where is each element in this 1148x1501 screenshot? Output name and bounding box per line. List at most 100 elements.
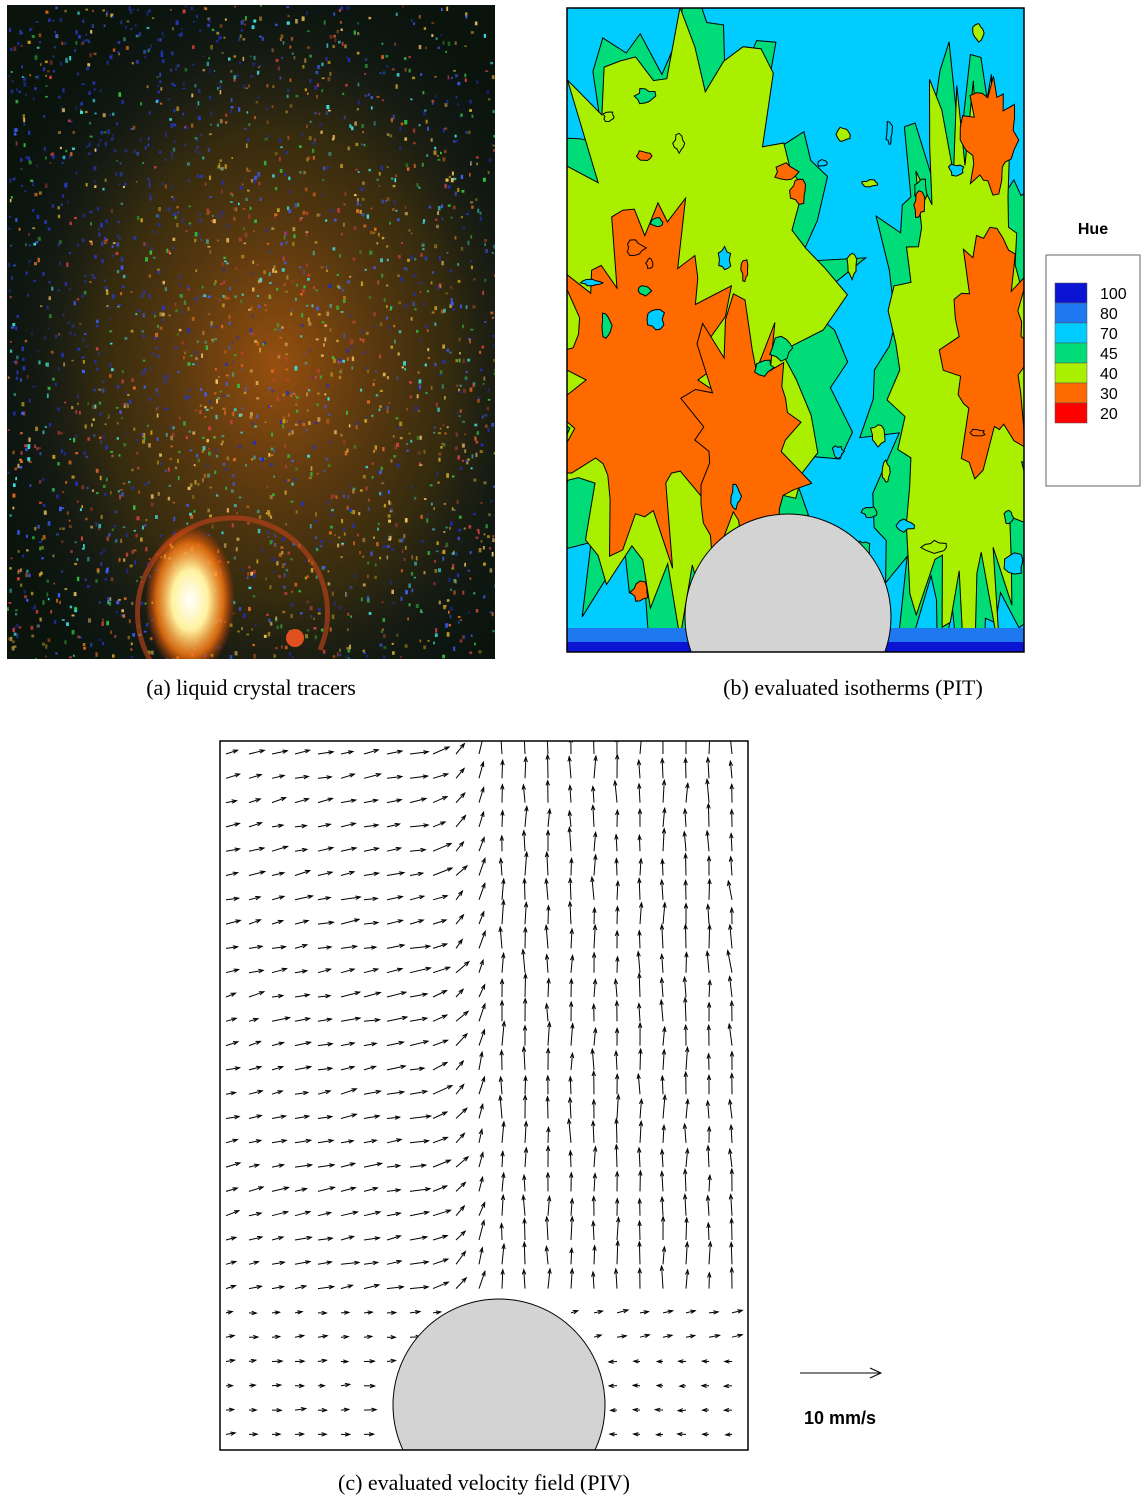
tracer <box>482 346 485 349</box>
tracer <box>250 207 252 210</box>
tracer <box>29 244 32 246</box>
tracer <box>360 210 362 214</box>
tracer <box>254 56 256 60</box>
spot <box>286 629 304 647</box>
tracer <box>351 346 353 348</box>
tracer <box>234 55 237 57</box>
tracer <box>16 634 18 638</box>
tracer <box>346 6 349 10</box>
vector-shaft <box>456 769 464 779</box>
tracer <box>292 53 294 55</box>
tracer <box>270 405 272 407</box>
tracer <box>28 574 31 577</box>
tracer <box>346 57 348 59</box>
tracer <box>271 454 273 456</box>
tracer <box>99 639 102 641</box>
tracer <box>367 575 369 578</box>
tracer <box>17 530 20 535</box>
tracer <box>476 81 479 84</box>
tracer <box>373 383 375 386</box>
tracer <box>27 444 30 447</box>
tracer <box>149 194 151 196</box>
tracer <box>155 515 158 519</box>
tracer <box>459 415 461 417</box>
vector-shaft <box>547 730 548 754</box>
tracer <box>178 371 180 373</box>
tracer <box>105 286 108 289</box>
tracer <box>336 306 339 310</box>
tracer <box>352 357 354 361</box>
tracer <box>159 283 161 286</box>
tracer <box>190 483 192 487</box>
tracer <box>368 94 370 96</box>
tracer <box>90 211 93 213</box>
tracer <box>416 604 419 608</box>
tracer <box>349 645 351 649</box>
tracer <box>495 413 498 415</box>
tracer <box>307 388 310 390</box>
tracer <box>118 237 121 239</box>
vector-shaft <box>272 798 286 803</box>
tracer <box>341 519 343 523</box>
tracer <box>11 276 13 280</box>
tracer <box>379 72 381 74</box>
tracer <box>411 317 413 321</box>
tracer <box>322 179 324 181</box>
tracer <box>327 500 329 504</box>
tracer <box>314 376 316 379</box>
tracer <box>233 75 236 79</box>
tracer <box>225 164 227 168</box>
tracer <box>462 460 464 462</box>
tracer <box>157 460 159 464</box>
tracer <box>477 399 480 403</box>
tracer <box>122 100 124 102</box>
tracer <box>23 366 26 370</box>
legend-swatch <box>1055 343 1087 363</box>
vector-shaft <box>732 1219 733 1240</box>
tracer <box>455 446 458 450</box>
tracer <box>223 395 226 397</box>
tracer <box>349 586 352 589</box>
tracer <box>488 388 490 391</box>
tracer <box>409 433 411 435</box>
tracer <box>28 260 31 263</box>
tracer <box>60 147 62 149</box>
tracer <box>262 37 264 41</box>
tracer <box>219 159 222 162</box>
tracer <box>402 366 404 368</box>
tracer <box>77 501 79 503</box>
tracer <box>457 82 460 85</box>
tracer <box>153 257 156 259</box>
tracer <box>227 224 230 228</box>
tracer <box>418 371 420 373</box>
vector-shaft <box>731 1243 732 1265</box>
tracer <box>275 270 277 273</box>
tracer <box>75 410 77 414</box>
tracer <box>284 173 286 176</box>
tracer <box>301 502 304 506</box>
tracer <box>8 429 10 431</box>
tracer <box>39 447 41 449</box>
tracer <box>195 297 197 301</box>
tracer <box>258 280 260 284</box>
tracer <box>411 19 413 22</box>
tracer <box>383 656 385 659</box>
tracer <box>397 73 400 77</box>
tracer <box>395 523 397 527</box>
tracer <box>27 457 30 461</box>
tracer <box>258 529 261 533</box>
tracer <box>444 128 447 130</box>
legend-swatch <box>1055 303 1087 323</box>
tracer <box>239 445 241 448</box>
tracer <box>237 631 239 633</box>
tracer <box>387 197 390 200</box>
tracer <box>303 171 306 174</box>
legend-swatch <box>1055 363 1087 383</box>
tracer <box>331 509 334 511</box>
tracer <box>379 557 381 560</box>
tracer <box>398 302 401 305</box>
tracer <box>476 163 478 166</box>
tracer <box>328 465 331 467</box>
tracer <box>160 327 163 330</box>
tracer <box>493 486 495 488</box>
